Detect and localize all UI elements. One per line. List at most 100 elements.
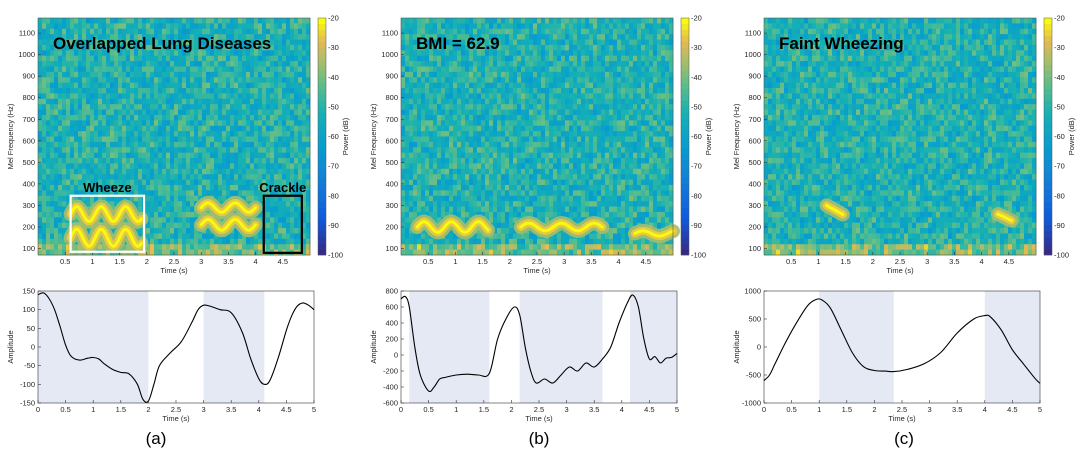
- spectrogram-cell: [533, 55, 538, 62]
- spectrogram-cell: [78, 114, 83, 121]
- spectrogram-cell: [190, 104, 195, 110]
- spectrogram-cell: [477, 61, 482, 67]
- y-tick-label: 400: [22, 179, 35, 188]
- spectrogram-cell: [54, 104, 59, 110]
- spectrogram-cell: [401, 211, 406, 218]
- energy-band-peak: [199, 201, 258, 214]
- spectrogram-cell: [441, 104, 446, 110]
- spectrogram-cell: [537, 28, 542, 35]
- spectrogram-cell: [154, 184, 159, 191]
- spectrogram-cell: [206, 18, 211, 24]
- spectrogram-cell: [417, 34, 422, 40]
- spectrogram-cell: [298, 163, 303, 170]
- spectrogram-cell: [294, 136, 299, 143]
- spectrogram-cell: [298, 114, 303, 121]
- spectrogram-cell: [429, 34, 434, 40]
- spectrogram-cell: [146, 249, 151, 256]
- spectrogram-cell: [46, 125, 51, 132]
- spectrogram-cell: [453, 61, 458, 67]
- spectrogram-cell: [254, 158, 259, 164]
- spectrogram-cell: [118, 114, 123, 121]
- spectrogram-cell: [222, 71, 227, 78]
- spectrogram-cell: [529, 141, 534, 148]
- spectrogram-cell: [190, 71, 195, 78]
- spectrogram-cell: [270, 147, 275, 154]
- spectrogram-cell: [178, 104, 183, 110]
- spectrogram-cell: [521, 66, 526, 73]
- spectrogram-cell: [533, 50, 538, 57]
- spectrogram-cell: [485, 28, 490, 35]
- spectrogram-cell: [50, 55, 55, 62]
- spectrogram-cell: [533, 211, 538, 218]
- spectrogram-cell: [62, 158, 67, 164]
- spectrogram-cell: [529, 61, 534, 67]
- spectrogram-cell: [198, 50, 203, 57]
- spectrogram-cell: [529, 82, 534, 89]
- spectrogram-cell: [190, 98, 195, 105]
- spectrogram-cell: [553, 249, 558, 256]
- spectrogram-cell: [146, 120, 151, 127]
- spectrogram-cell: [142, 34, 147, 40]
- spectrogram-cell: [274, 131, 279, 137]
- spectrogram-cell: [86, 114, 91, 121]
- spectrogram-cell: [194, 152, 199, 159]
- spectrogram-cell: [461, 249, 466, 256]
- spectrogram-cell: [302, 104, 307, 110]
- spectrogram-cell: [62, 34, 67, 40]
- spectrogram-cell: [274, 158, 279, 164]
- spectrogram-cell: [54, 109, 59, 116]
- spectrogram-cell: [178, 244, 183, 251]
- spectrogram-cell: [150, 55, 155, 62]
- spectrogram-cell: [306, 34, 311, 40]
- spectrogram-cell: [298, 88, 303, 94]
- spectrogram-cell: [437, 109, 442, 116]
- spectrogram-cell: [485, 61, 490, 67]
- spectrogram-cell: [118, 77, 123, 84]
- spectrogram-cell: [497, 244, 502, 251]
- spectrogram-cell: [278, 179, 283, 186]
- spectrogram-cell: [529, 211, 534, 218]
- spectrogram-cell: [110, 120, 115, 127]
- spectrogram-cell: [529, 174, 534, 180]
- spectrogram-cell: [405, 190, 410, 197]
- spectrogram-cell: [449, 249, 454, 256]
- spectrogram-cell: [553, 93, 558, 100]
- spectrogram-cell: [501, 184, 506, 191]
- spectrogram-cell: [106, 28, 111, 35]
- spectrogram-cell: [42, 18, 47, 24]
- spectrogram-cell: [509, 147, 514, 154]
- spectrogram-cell: [178, 158, 183, 164]
- spectrogram-cell: [82, 109, 87, 116]
- spectrogram-cell: [409, 125, 414, 132]
- spectrogram-cell: [445, 88, 450, 94]
- spectrogram-cell: [70, 244, 75, 251]
- spectrogram-cell: [58, 238, 63, 245]
- spectrogram-cell: [230, 179, 235, 186]
- spectrogram-cell: [517, 141, 522, 148]
- spectrogram-cell: [286, 184, 291, 191]
- spectrogram-cell: [158, 23, 163, 30]
- spectrogram-cell: [118, 66, 123, 73]
- spectrogram-cell: [126, 184, 131, 191]
- spectrogram-cell: [78, 66, 83, 73]
- spectrogram-cell: [509, 50, 514, 57]
- spectrogram-cell: [290, 98, 295, 105]
- spectrogram-cell: [130, 131, 135, 137]
- spectrogram-cell: [234, 104, 239, 110]
- spectrogram-cell: [501, 206, 506, 213]
- spectrogram-cell: [537, 114, 542, 121]
- spectrogram-cell: [254, 93, 259, 100]
- spectrogram-cell: [541, 244, 546, 251]
- spectrogram-cell: [561, 61, 566, 67]
- spectrogram-cell: [198, 61, 203, 67]
- spectrogram-cell: [198, 179, 203, 186]
- spectrogram-cell: [557, 44, 562, 51]
- spectrogram-cell: [501, 28, 506, 35]
- spectrogram-cell: [46, 228, 51, 234]
- spectrogram-cell: [417, 55, 422, 62]
- spectrogram-cell: [82, 34, 87, 40]
- spectrogram-cell: [421, 147, 426, 154]
- spectrogram-cell: [425, 39, 430, 46]
- spectrogram-cell: [417, 179, 422, 186]
- spectrogram-cell: [38, 34, 43, 40]
